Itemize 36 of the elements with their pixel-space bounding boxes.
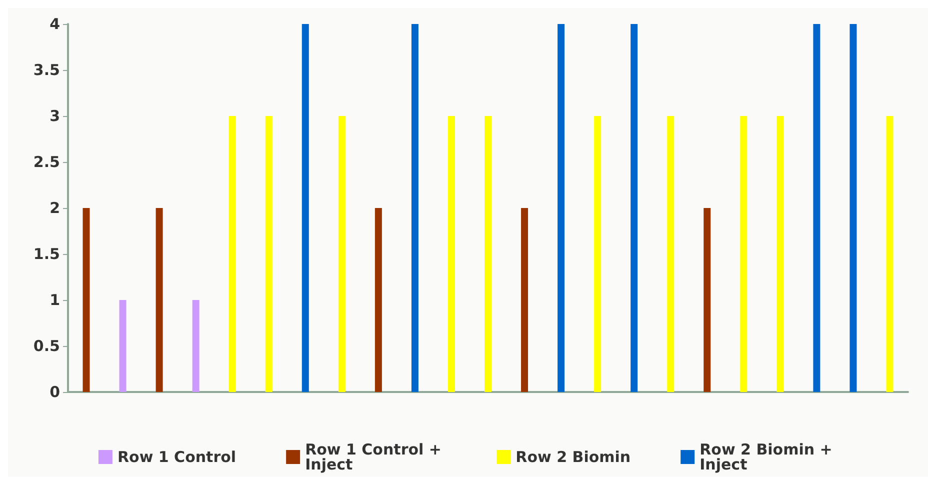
bar [302,24,309,392]
y-tick-label: 0.5 [33,337,60,355]
legend-label: Row 2 Biomin [516,448,631,466]
bar [740,116,748,392]
y-tick-label: 2.5 [33,153,60,171]
y-tick-label: 1 [50,291,60,309]
bar [886,116,894,392]
bar [411,24,418,392]
legend-label: Row 1 Control + Inject [305,440,447,474]
bar [82,208,90,392]
legend-label: Row 2 Biomin + Inject [700,440,838,474]
bar [776,116,784,392]
bar [192,300,200,392]
bar [704,208,711,392]
bar [448,116,455,392]
bar [594,116,602,392]
bar [667,116,674,392]
bar [265,116,272,392]
bar [374,208,382,392]
bar [156,208,163,392]
y-tick-label: 3 [50,107,60,125]
bar [228,116,236,392]
bar [484,116,492,392]
bar [338,116,346,392]
legend-label: Row 1 Control [117,448,236,466]
y-tick-label: 2 [50,199,60,217]
y-tick-label: 1.5 [33,245,60,263]
bar [119,300,126,392]
y-tick-label: 3.5 [33,61,60,79]
bar [630,24,638,392]
bar [850,24,857,392]
bar [558,24,565,392]
y-tick-label: 0 [50,383,60,401]
y-tick-label: 4 [50,15,60,33]
bar [813,24,820,392]
bar [521,208,528,392]
